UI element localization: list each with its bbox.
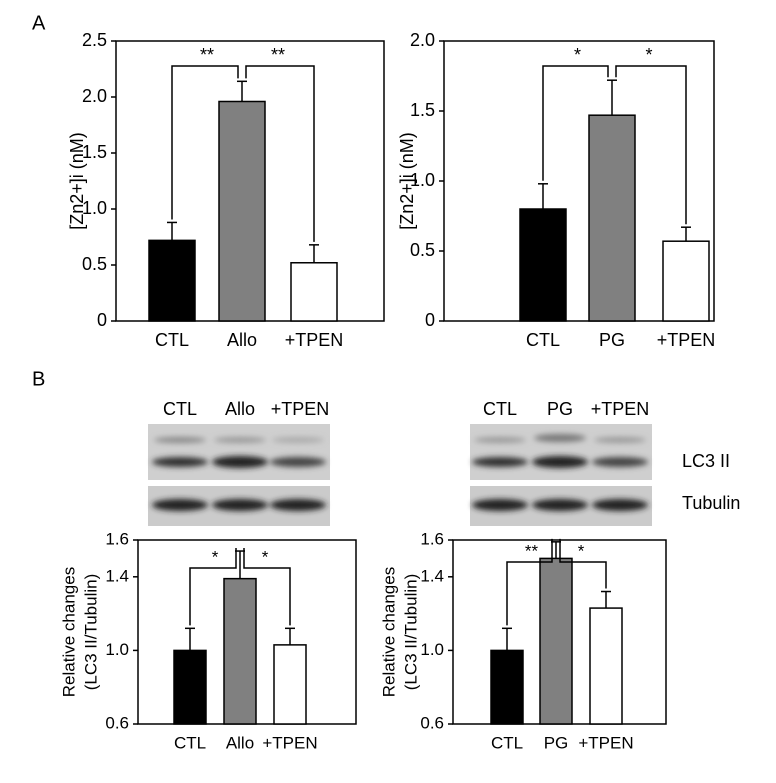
significance-label: * (645, 45, 652, 65)
y-axis-label: [Zn2+]i (nM) (67, 132, 87, 230)
y-tick-label: 1.0 (82, 198, 107, 218)
bar (589, 607, 623, 725)
significance-bracket (245, 65, 315, 242)
y-tick-label: 0.6 (105, 713, 129, 732)
lane-label: +TPEN (271, 399, 330, 419)
x-tick-label: CTL (526, 330, 560, 350)
lane-label: Allo (225, 399, 255, 419)
y-tick-label: 1.5 (82, 142, 107, 162)
x-tick-label: +TPEN (285, 330, 344, 350)
bar (490, 649, 524, 725)
y-tick-label: 1.0 (410, 170, 435, 190)
bar (223, 577, 257, 725)
y-tick-label: 1.0 (105, 640, 129, 659)
significance-bracket (189, 548, 237, 626)
bar (273, 644, 307, 725)
y-tick-label: 2.5 (82, 30, 107, 50)
bar (662, 240, 710, 322)
y-tick-label: 1.0 (420, 640, 444, 659)
y-axis-label: Relative changes (59, 567, 78, 697)
panel-label: A (32, 12, 46, 34)
y-axis-label: (LC3 II/Tubulin) (401, 574, 420, 691)
x-tick-label: PG (544, 733, 569, 752)
y-tick-label: 0.5 (82, 254, 107, 274)
significance-label: ** (271, 45, 285, 65)
y-axis-label: [Zn2+]i (nM) (397, 132, 417, 230)
bar (290, 262, 338, 322)
bar (588, 114, 636, 322)
significance-label: ** (525, 541, 539, 560)
significance-label: ** (200, 45, 214, 65)
y-axis-label: (LC3 II/Tubulin) (81, 574, 100, 691)
y-tick-label: 1.6 (420, 529, 444, 548)
significance-label: * (574, 45, 581, 65)
y-tick-label: 0 (97, 310, 107, 330)
bar (148, 239, 196, 322)
significance-bracket (171, 65, 239, 220)
y-tick-label: 2.0 (410, 30, 435, 50)
y-tick-label: 2.0 (82, 86, 107, 106)
y-tick-label: 1.4 (105, 566, 129, 585)
x-tick-label: Allo (227, 330, 257, 350)
x-tick-label: Allo (226, 733, 254, 752)
y-tick-label: 0 (425, 310, 435, 330)
bar (519, 208, 567, 322)
x-tick-label: PG (599, 330, 625, 350)
blot-row-label: Tubulin (682, 493, 740, 513)
x-tick-label: +TPEN (657, 330, 716, 350)
x-tick-label: +TPEN (262, 733, 317, 752)
y-tick-label: 0.5 (410, 240, 435, 260)
significance-label: * (262, 547, 269, 566)
y-axis-label: Relative changes (379, 567, 398, 697)
y-tick-label: 1.6 (105, 529, 129, 548)
significance-bracket (243, 548, 291, 626)
y-tick-label: 0.6 (420, 713, 444, 732)
x-tick-label: +TPEN (578, 733, 633, 752)
lane-label: PG (547, 399, 573, 419)
y-tick-label: 1.4 (420, 566, 444, 585)
lane-label: CTL (483, 399, 517, 419)
bar (539, 557, 573, 725)
x-tick-label: CTL (174, 733, 206, 752)
significance-bracket (615, 65, 687, 225)
significance-bracket (559, 538, 607, 589)
significance-bracket (542, 65, 609, 181)
blot-image (148, 424, 652, 526)
lane-label: +TPEN (591, 399, 650, 419)
significance-label: * (578, 541, 585, 560)
blot-row-label: LC3 II (682, 451, 730, 471)
bar (173, 649, 207, 725)
y-tick-label: 1.5 (410, 100, 435, 120)
significance-label: * (212, 547, 219, 566)
panel-label: B (32, 368, 45, 390)
x-tick-label: CTL (491, 733, 523, 752)
lane-label: CTL (163, 399, 197, 419)
x-tick-label: CTL (155, 330, 189, 350)
significance-bracket (506, 538, 553, 626)
bar (218, 100, 266, 322)
